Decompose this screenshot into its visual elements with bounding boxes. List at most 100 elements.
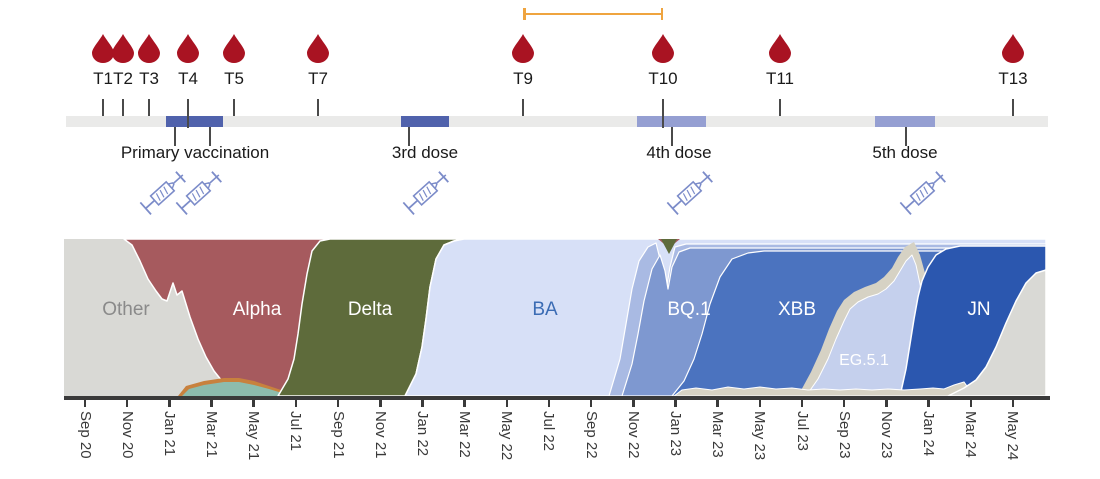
axis-tick xyxy=(210,399,213,407)
dose-tick xyxy=(208,127,212,146)
axis-tick xyxy=(336,399,340,407)
axis-tick xyxy=(969,399,973,407)
sample-label: T9 xyxy=(513,69,533,88)
sample-tick xyxy=(121,99,125,116)
axis-tick xyxy=(589,399,593,407)
blood-drop-icon xyxy=(512,33,534,63)
sample-label: T3 xyxy=(139,69,159,88)
sample-label: T5 xyxy=(224,69,244,88)
axis-label: Mar 22 xyxy=(456,411,474,458)
axis-tick xyxy=(632,399,635,407)
axis-label: Sep 23 xyxy=(835,411,853,459)
axis-label: Jul 21 xyxy=(287,411,305,452)
dose-tick xyxy=(173,127,177,146)
axis-label: Jan 22 xyxy=(413,411,431,457)
axis-label: Jul 23 xyxy=(793,411,811,452)
sample-tick xyxy=(661,99,665,128)
vaccination-label: 5th dose xyxy=(872,143,938,162)
area-other-bottom xyxy=(672,381,975,397)
blood-drop-icon xyxy=(138,33,160,63)
syringe-icon xyxy=(662,163,721,220)
axis-tick xyxy=(294,399,298,407)
bracket-right-cap xyxy=(660,8,663,20)
sample-label: T2 xyxy=(113,69,133,88)
axis-label: Jul 22 xyxy=(540,411,558,452)
sample-tick xyxy=(521,99,525,116)
axis-label: Nov 20 xyxy=(118,411,136,459)
sample-label: T13 xyxy=(998,69,1028,88)
blood-drop-icon xyxy=(1002,33,1024,63)
syringe-icon xyxy=(171,163,230,220)
sample-tick xyxy=(778,99,782,116)
axis-tick xyxy=(125,399,129,407)
axis-label: Sep 21 xyxy=(329,411,347,459)
blood-drop-icon xyxy=(652,33,674,63)
axis-tick xyxy=(674,399,677,407)
area-minor-teal xyxy=(182,382,292,396)
dose-tick xyxy=(904,127,908,146)
axis-tick xyxy=(927,399,930,407)
dose-tick xyxy=(407,127,411,146)
axis-label: May 21 xyxy=(245,411,263,461)
axis-label: Mar 21 xyxy=(203,411,221,458)
sample-tick xyxy=(1011,99,1015,116)
label-eg51: EG.5.1 xyxy=(839,352,889,369)
sample-tick xyxy=(147,99,151,116)
axis-label: Jan 23 xyxy=(667,411,685,457)
axis-tick xyxy=(252,399,255,407)
axis-label: Jan 21 xyxy=(160,411,178,457)
blood-drop-icon xyxy=(92,33,114,63)
axis-label: Nov 21 xyxy=(371,411,389,459)
axis-tick xyxy=(800,399,804,407)
axis-tick xyxy=(547,399,551,407)
bracket-line xyxy=(523,12,663,15)
sample-label: T4 xyxy=(178,69,198,88)
vaccination-label: Primary vaccination xyxy=(120,143,270,162)
syringe-icon xyxy=(895,163,954,220)
label-delta: Delta xyxy=(348,299,393,320)
x-axis-line xyxy=(64,396,1050,400)
axis-label: May 24 xyxy=(1004,411,1022,461)
sample-tick xyxy=(232,99,236,116)
axis-tick xyxy=(83,399,87,407)
vaccination-bar xyxy=(875,115,935,127)
label-xbb: XBB xyxy=(778,299,816,320)
notch-olive xyxy=(661,239,677,254)
axis-tick xyxy=(885,399,888,407)
vaccination-label: 4th dose xyxy=(646,143,712,162)
axis-label: Mar 24 xyxy=(962,411,980,458)
blood-drop-icon xyxy=(112,33,134,63)
sample-tick xyxy=(186,99,190,128)
sample-label: T1 xyxy=(93,69,113,88)
timeline-track xyxy=(66,116,1048,127)
axis-label: May 22 xyxy=(498,411,516,461)
label-alpha: Alpha xyxy=(233,299,282,320)
label-ba: BA xyxy=(532,299,558,320)
label-bq1: BQ.1 xyxy=(667,299,710,320)
axis-tick xyxy=(758,399,762,407)
axis-tick xyxy=(421,399,424,407)
variant-streamgraph: Other Alpha Delta BA BQ.1 XBB EG.5.1 JN xyxy=(64,239,1047,397)
axis-tick xyxy=(842,399,846,407)
axis-label: Nov 23 xyxy=(877,411,895,459)
axis-tick xyxy=(463,399,466,407)
axis-label: May 23 xyxy=(751,411,769,461)
blood-drop-icon xyxy=(307,33,329,63)
label-other: Other xyxy=(102,299,150,320)
syringe-icon xyxy=(398,163,457,220)
axis-tick xyxy=(1011,399,1015,407)
dose-tick xyxy=(670,127,674,146)
sample-tick xyxy=(316,99,320,116)
sample-label: T7 xyxy=(308,69,328,88)
axis-tick xyxy=(716,399,719,407)
sample-label: T11 xyxy=(765,69,795,88)
axis-tick xyxy=(168,399,171,407)
area-other-right xyxy=(947,269,1047,397)
range-bracket xyxy=(523,8,663,20)
sample-tick xyxy=(101,99,105,116)
blood-drop-icon xyxy=(769,33,791,63)
axis-label: Jan 24 xyxy=(920,411,938,457)
axis-label: Nov 22 xyxy=(624,411,642,459)
blood-drop-icon xyxy=(177,33,199,63)
